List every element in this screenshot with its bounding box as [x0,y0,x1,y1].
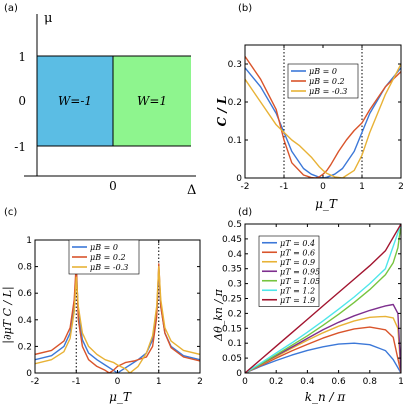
y-tick-a-neg1: -1 [14,140,26,154]
series-line-0 [245,342,401,373]
x-tick-label: -2 [31,377,40,387]
region-w-pos1 [113,56,191,146]
legend-label-3: μT = 0.95 [280,267,320,276]
series-line-4 [245,224,401,373]
x-tick-label: 1 [156,377,162,387]
legend-label-2: μB = -0.3 [309,87,347,96]
legend-label-2: μB = -0.3 [90,263,128,272]
y-tick-label: 0.1 [228,339,242,349]
y-tick-label: 0.3 [228,60,242,70]
panel-a-label: (a) [4,3,18,14]
panel-a: (a) W=-1 W=1 μ Δ 1 0 -1 0 [4,3,196,198]
legend-label-1: μB = 0.2 [309,77,345,86]
y-axis-label-c: |∂μT C / L| [1,286,15,344]
panel-b: (b) C / L μ_T -2 -1 0 1 200.10.20.3μB = 0μB … [215,3,404,211]
x-axis-label-a: Δ [187,183,196,198]
y-tick-label: 0.2 [228,98,242,108]
y-axis-label-d: Δθ_kn / π [212,288,225,342]
x-tick-a-0: 0 [109,179,117,193]
y-tick-label: 0.2 [18,342,32,352]
x-tick-label: 0 [320,182,326,192]
series-line-1 [245,56,401,178]
y-tick-label: 0.15 [222,324,242,334]
series-line-5 [245,224,401,373]
x-tick-label: -2 [241,182,250,192]
series-line-6 [245,224,401,373]
series-line-2 [245,63,401,178]
panel-b-label: (b) [238,3,252,14]
x-tick-label: 0.2 [269,377,283,387]
region-w-neg1 [37,56,113,146]
y-axis-label-a: μ [44,11,52,26]
legend-label-0: μB = 0 [90,243,118,252]
series-line-1 [245,326,401,373]
series-line-2 [35,265,200,373]
series-line-0 [245,67,401,178]
panel-d: (d) Δθ_kn / π k_n / π 0 0.2 0.4 0.6 0.8 1 0 0.0… [212,207,404,404]
y-tick-label: 0 [236,174,242,184]
series-line-1 [35,261,200,373]
series-line-3 [245,303,401,373]
y-tick-label: 0.4 [228,250,243,260]
x-tick-label: 0.4 [300,377,315,387]
x-tick-label: 2 [197,377,203,387]
region-label-w-neg1: W=-1 [58,94,92,108]
legend-label-6: μT = 1.9 [280,296,315,305]
legend-label-5: μT = 1.2 [280,286,315,295]
x-tick-label: 1 [398,377,404,387]
x-tick-label: 0 [115,377,121,387]
x-tick-label: 0 [242,377,248,387]
x-tick-label: 0.6 [331,377,346,387]
y-tick-label: 0.6 [18,289,33,299]
region-label-w-pos1: W=1 [137,94,167,108]
y-tick-label: 0.2 [228,309,242,319]
y-tick-label: 0.3 [228,280,242,290]
x-axis-label-b: μ_T [315,197,338,211]
x-axis-label-c: μ_T [109,390,132,404]
y-tick-label: 0.25 [222,295,242,305]
panel-c-label: (c) [4,207,17,218]
y-tick-label: 0 [236,369,242,379]
y-tick-a-0: 0 [18,94,26,108]
x-tick-label: 2 [398,182,404,192]
y-tick-label: 1 [26,236,32,246]
y-tick-label: 0.4 [18,316,33,326]
x-tick-label: -1 [280,182,289,192]
y-axis-label-b: C / L [215,96,229,127]
legend-label-0: μB = 0 [309,67,337,76]
y-tick-label: 0.5 [228,220,242,230]
y-tick-label: 0.8 [18,263,33,273]
legend-label-0: μT = 0.4 [280,239,315,248]
y-tick-label: 0.05 [222,354,242,364]
panel-d-label: (d) [238,207,252,218]
x-tick-label: 0.8 [363,377,378,387]
legend-label-2: μT = 0.9 [280,258,315,267]
x-tick-label: -1 [72,377,81,387]
y-tick-label: 0.35 [222,265,242,275]
x-tick-label: 1 [359,182,365,192]
legend-label-1: μT = 0.6 [280,248,315,257]
series-line-0 [35,268,200,373]
legend-label-4: μT = 1.05 [280,277,320,286]
legend-label-1: μB = 0.2 [90,253,126,262]
y-tick-label: 0.1 [228,136,242,146]
y-tick-a-1: 1 [18,50,26,64]
y-tick-label: 0.45 [222,235,242,245]
x-axis-label-d: k_n / π [305,390,347,404]
series-line-2 [245,315,401,373]
panel-c: (c) |∂μT C / L| μ_T -2 -1 0 1 2 0 0.2 0.4 0.6 0.8… [1,207,203,404]
y-tick-label: 0 [26,369,32,379]
